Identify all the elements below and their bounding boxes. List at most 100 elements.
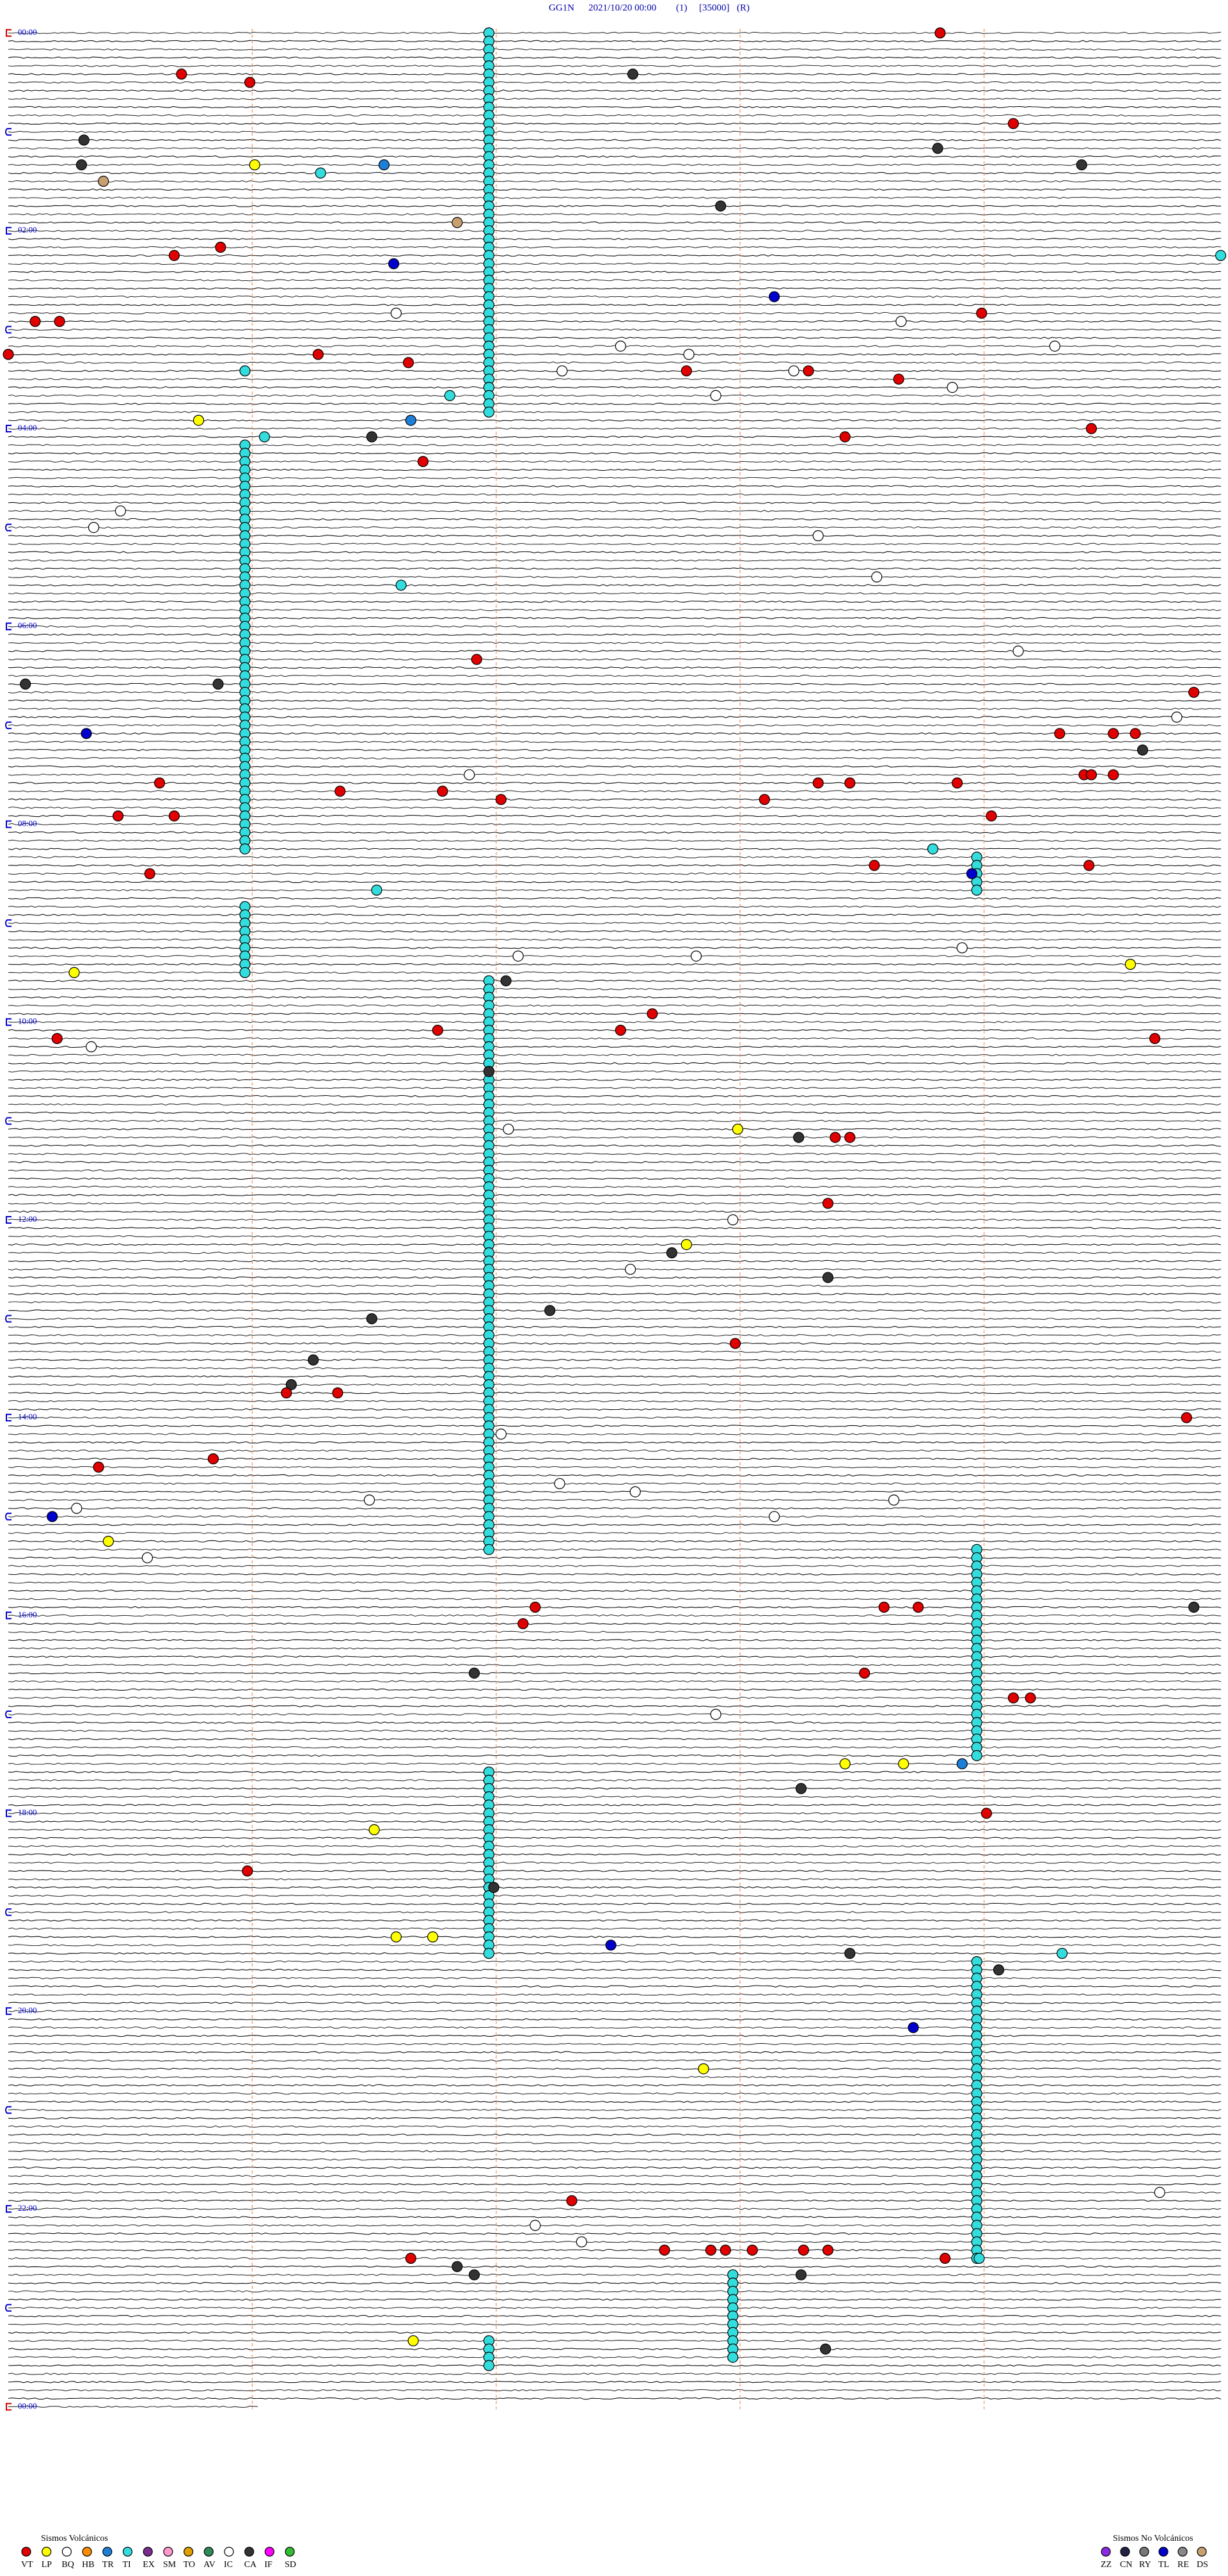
event xyxy=(512,950,524,962)
trace xyxy=(8,56,1222,59)
trace xyxy=(8,237,1222,241)
trace xyxy=(8,1136,1222,1139)
trace xyxy=(8,1870,1222,1872)
trace xyxy=(8,1103,1222,1106)
event xyxy=(798,2245,810,2256)
trace xyxy=(8,1301,1222,1304)
trace xyxy=(8,1680,1222,1683)
event xyxy=(308,1354,319,1366)
event xyxy=(947,381,958,393)
event xyxy=(576,2236,587,2248)
legend-code: DS xyxy=(1197,2560,1208,2570)
event xyxy=(405,415,416,426)
trace xyxy=(8,625,1222,628)
event xyxy=(1076,159,1087,171)
trace xyxy=(8,1606,1222,1609)
event xyxy=(249,159,260,171)
trace xyxy=(8,1070,1222,1073)
event xyxy=(624,1263,636,1275)
trace xyxy=(8,468,1222,471)
trace xyxy=(8,2051,1222,2054)
half-marker xyxy=(5,1117,12,1125)
trace xyxy=(8,2273,1222,2276)
hour-marker xyxy=(6,226,12,235)
mode: (R) xyxy=(737,3,750,13)
event xyxy=(629,1486,641,1497)
event xyxy=(464,769,475,780)
legend-swatch xyxy=(122,2547,133,2557)
hour-marker xyxy=(6,820,12,828)
trace xyxy=(8,114,1222,117)
trace xyxy=(8,1663,1222,1666)
event xyxy=(212,678,224,690)
trace xyxy=(8,262,1222,265)
hour-marker xyxy=(6,2007,12,2015)
event xyxy=(144,868,155,880)
trace xyxy=(8,1334,1222,1337)
legend-code: TO xyxy=(184,2560,195,2570)
event xyxy=(452,217,463,228)
trace xyxy=(8,1647,1222,1650)
trace xyxy=(8,1037,1222,1040)
event xyxy=(483,1066,495,1077)
trace xyxy=(8,2076,1222,2078)
trace xyxy=(8,48,1222,51)
trace xyxy=(8,89,1222,92)
event xyxy=(898,1758,909,1769)
trace xyxy=(8,345,1222,347)
trace xyxy=(8,1325,1222,1329)
trace xyxy=(8,873,1222,875)
trace xyxy=(8,2191,1222,2194)
trace xyxy=(8,1696,1222,1700)
trace xyxy=(8,996,1222,999)
hour-label: 12:00 xyxy=(18,1214,37,1224)
trace xyxy=(8,823,1222,826)
trace xyxy=(8,2117,1222,2120)
trace xyxy=(8,954,1222,958)
event xyxy=(488,1882,500,1893)
trace xyxy=(8,2356,1222,2359)
event xyxy=(75,159,88,171)
event xyxy=(932,143,943,154)
event xyxy=(971,1750,982,1762)
trace xyxy=(8,1936,1222,1938)
trace xyxy=(8,502,1222,504)
trace xyxy=(8,576,1222,578)
trace xyxy=(8,1004,1222,1007)
event xyxy=(912,1601,924,1613)
trace xyxy=(8,427,1222,430)
trace xyxy=(8,1466,1222,1469)
event xyxy=(468,1668,480,1679)
trace xyxy=(8,2389,1222,2392)
trace xyxy=(8,1861,1222,1864)
trace xyxy=(8,889,1222,892)
event xyxy=(437,786,448,797)
trace xyxy=(8,2174,1222,2177)
event xyxy=(768,291,780,303)
legend-code: VT xyxy=(21,2560,33,2570)
event xyxy=(859,1668,870,1679)
event xyxy=(869,860,880,871)
event xyxy=(803,365,814,377)
trace xyxy=(8,1054,1222,1056)
trace xyxy=(8,1375,1222,1378)
trace xyxy=(8,1902,1222,1906)
hour-label: 04:00 xyxy=(18,423,37,432)
event xyxy=(615,1024,626,1036)
hour-label: 00:00 xyxy=(18,2401,37,2410)
trace xyxy=(8,2380,1222,2383)
trace xyxy=(8,2043,1222,2046)
trace xyxy=(8,2183,1222,2186)
legend-code: AV xyxy=(203,2560,215,2570)
trace xyxy=(8,988,1222,990)
legend-code: TI xyxy=(123,2560,132,2570)
trace xyxy=(8,139,1222,141)
event xyxy=(732,1123,744,1135)
legend-code: IC xyxy=(224,2560,233,2570)
legend-swatch xyxy=(184,2547,194,2557)
event xyxy=(1181,1412,1192,1423)
event xyxy=(452,2261,463,2272)
half-marker xyxy=(5,919,12,928)
trace xyxy=(8,1350,1222,1353)
event xyxy=(503,1123,514,1135)
